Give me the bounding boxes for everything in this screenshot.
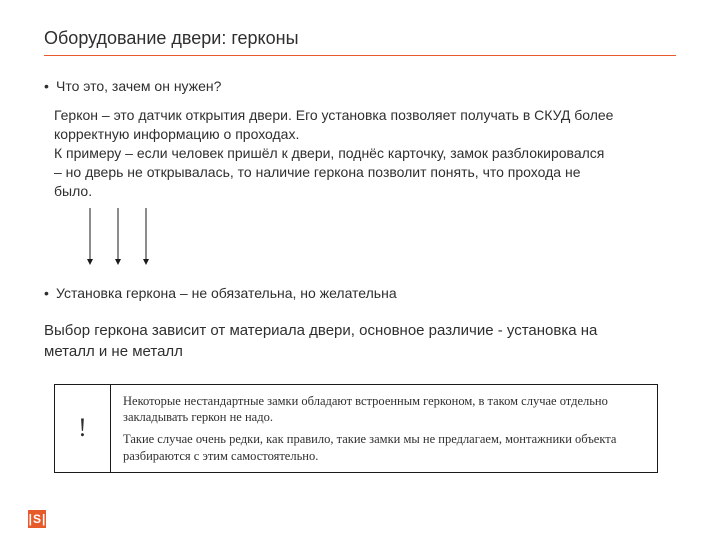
note-body: Некоторые нестандартные замки обладают в… [111, 385, 657, 472]
bullet-dot-icon: • [44, 285, 49, 301]
bullet-optional-text: Установка геркона – не обязательна, но ж… [56, 285, 397, 301]
arrows-diagram [82, 206, 676, 275]
brand-logo-text: S [33, 512, 41, 526]
bullet-dot-icon: • [44, 78, 49, 94]
note-line-1: Некоторые нестандартные замки обладают в… [123, 393, 645, 426]
note-box: ! Некоторые нестандартные замки обладают… [54, 384, 658, 473]
description-paragraph: Геркон – это датчик открытия двери. Его … [54, 106, 614, 200]
down-arrows-icon [82, 206, 202, 270]
bullet-optional: • Установка геркона – не обязательна, но… [44, 285, 676, 301]
title-underline [44, 55, 676, 56]
note-exclamation-icon: ! [55, 385, 111, 472]
material-choice-text: Выбор геркона зависит от материала двери… [44, 321, 604, 362]
note-line-2: Такие случае очень редки, как правило, т… [123, 431, 645, 464]
bullet-what-is-it: • Что это, зачем он нужен? [44, 78, 676, 94]
page-title: Оборудование двери: герконы [44, 28, 676, 49]
brand-logo-icon: |S| [28, 510, 46, 528]
bullet-what-is-it-text: Что это, зачем он нужен? [56, 78, 221, 94]
